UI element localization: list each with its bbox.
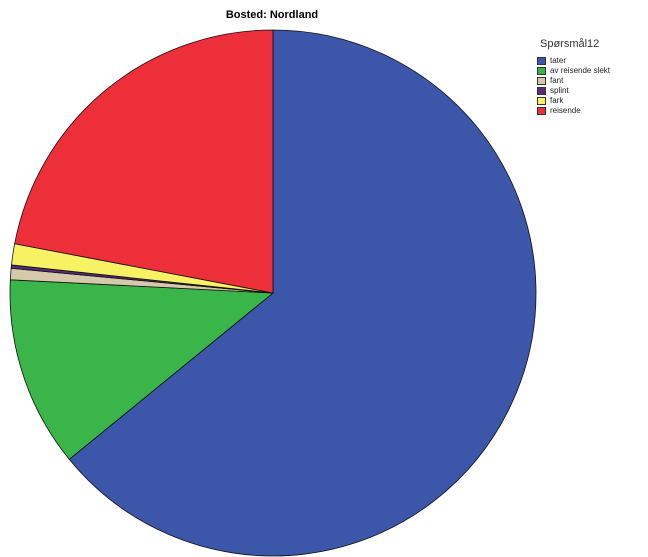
legend-swatch [537,57,546,65]
legend-item-av-reisende-slekt: av reisende slekt [537,66,647,76]
legend-swatch [537,77,546,85]
legend-label: fark [550,96,564,105]
legend-label: tater [550,56,567,65]
pie-slice-reisende [14,29,274,294]
legend-swatch [537,107,546,115]
pie-slice-tater [68,29,537,557]
legend-swatch [537,87,546,95]
pie-slice-av-reisende-slekt [9,279,275,460]
legend-title: Spørsmål12 [540,38,600,50]
legend-item-reisende: reisende [537,106,647,116]
legend-label: reisende [550,106,581,115]
legend-item-tater: tater [537,56,647,66]
legend-swatch [537,67,546,75]
legend-swatch [537,97,546,105]
legend-label: fant [550,76,564,85]
legend-item-fant: fant [537,76,647,86]
legend-item-fark: fark [537,96,647,106]
legend-label: splint [550,86,569,95]
pie-slices [9,29,537,557]
legend-label: av reisende slekt [550,66,611,75]
legend-item-splint: splint [537,86,647,96]
legend-items: tater av reisende slekt fant splint fark reis… [537,56,647,116]
chart-title: Bosted: Nordland [225,9,319,21]
legend: Spørsmål12 tater av reisende slekt fant spl… [537,38,647,116]
